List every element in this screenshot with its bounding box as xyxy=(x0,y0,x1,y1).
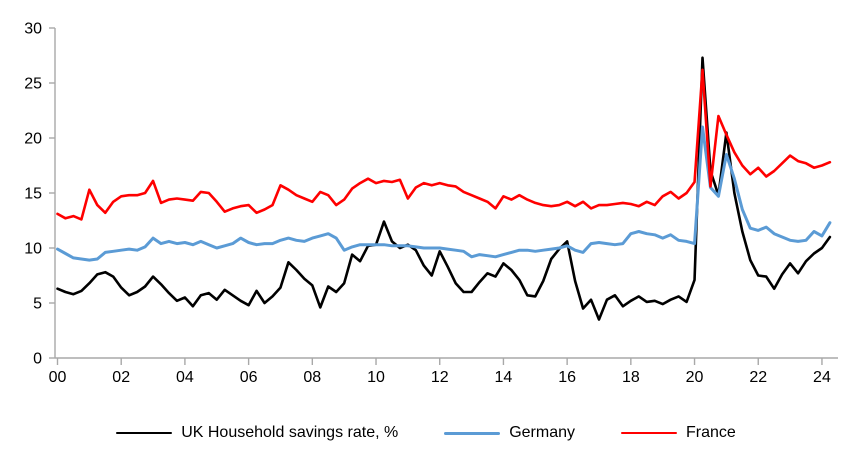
svg-text:14: 14 xyxy=(495,369,513,386)
svg-text:5: 5 xyxy=(33,296,42,313)
svg-text:0: 0 xyxy=(33,351,42,368)
legend-label-germany: Germany xyxy=(509,424,575,441)
svg-text:22: 22 xyxy=(749,369,767,386)
legend-item-france: France xyxy=(621,424,736,442)
legend-label-uk: UK Household savings rate, % xyxy=(181,424,399,441)
legend-line-france-icon xyxy=(621,432,677,434)
legend: UK Household savings rate, % Germany Fra… xyxy=(0,424,852,442)
svg-text:10: 10 xyxy=(367,369,385,386)
svg-text:12: 12 xyxy=(431,369,449,386)
svg-text:15: 15 xyxy=(24,186,42,203)
svg-text:24: 24 xyxy=(813,369,831,386)
svg-text:20: 20 xyxy=(686,369,704,386)
svg-text:30: 30 xyxy=(24,21,42,38)
svg-text:04: 04 xyxy=(176,369,194,386)
svg-text:08: 08 xyxy=(303,369,321,386)
svg-text:25: 25 xyxy=(24,76,42,93)
legend-label-france: France xyxy=(686,424,736,441)
svg-text:02: 02 xyxy=(112,369,130,386)
svg-text:06: 06 xyxy=(240,369,258,386)
svg-text:00: 00 xyxy=(49,369,67,386)
svg-text:10: 10 xyxy=(24,241,42,258)
legend-item-uk: UK Household savings rate, % xyxy=(116,424,398,442)
svg-text:20: 20 xyxy=(24,131,42,148)
plot-area: 0 5 10 15 20 25 30 00 02 04 06 08 10 12 14 16 18 20 22 24 xyxy=(24,21,838,386)
legend-line-uk-icon xyxy=(116,432,173,434)
legend-line-germany-icon xyxy=(444,431,501,435)
svg-text:18: 18 xyxy=(622,369,640,386)
legend-item-germany: Germany xyxy=(444,424,575,442)
svg-text:16: 16 xyxy=(558,369,576,386)
